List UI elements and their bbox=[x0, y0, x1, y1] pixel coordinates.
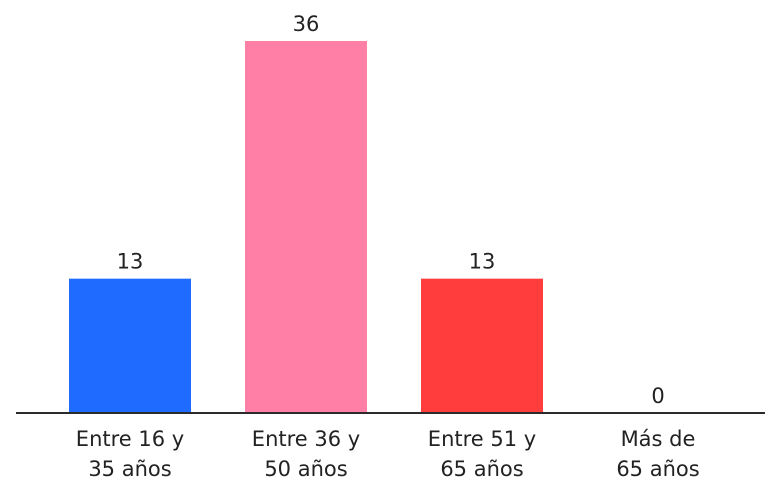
category-labels-group: Entre 16 y 35 años Entre 36 y 50 años Entre … bbox=[76, 427, 700, 481]
value-labels-group: 13 36 13 0 bbox=[117, 12, 665, 408]
category-label-2-line-0: Entre 51 y bbox=[428, 427, 536, 451]
category-label-3-line-1: 65 años bbox=[616, 457, 699, 481]
bar-1 bbox=[245, 41, 367, 413]
category-label-3-line-0: Más de bbox=[621, 427, 696, 451]
value-label-1: 36 bbox=[293, 12, 320, 36]
category-label-0-line-1: 35 años bbox=[88, 457, 171, 481]
category-label-2-line-1: 65 años bbox=[440, 457, 523, 481]
bar-2 bbox=[421, 278, 543, 413]
bar-0 bbox=[69, 278, 191, 413]
category-label-1-line-1: 50 años bbox=[264, 457, 347, 481]
value-label-2: 13 bbox=[469, 250, 496, 274]
value-label-3: 0 bbox=[651, 384, 664, 408]
category-label-0-line-0: Entre 16 y bbox=[76, 427, 184, 451]
category-label-1-line-0: Entre 36 y bbox=[252, 427, 360, 451]
bars-group bbox=[69, 41, 543, 413]
value-label-0: 13 bbox=[117, 250, 144, 274]
